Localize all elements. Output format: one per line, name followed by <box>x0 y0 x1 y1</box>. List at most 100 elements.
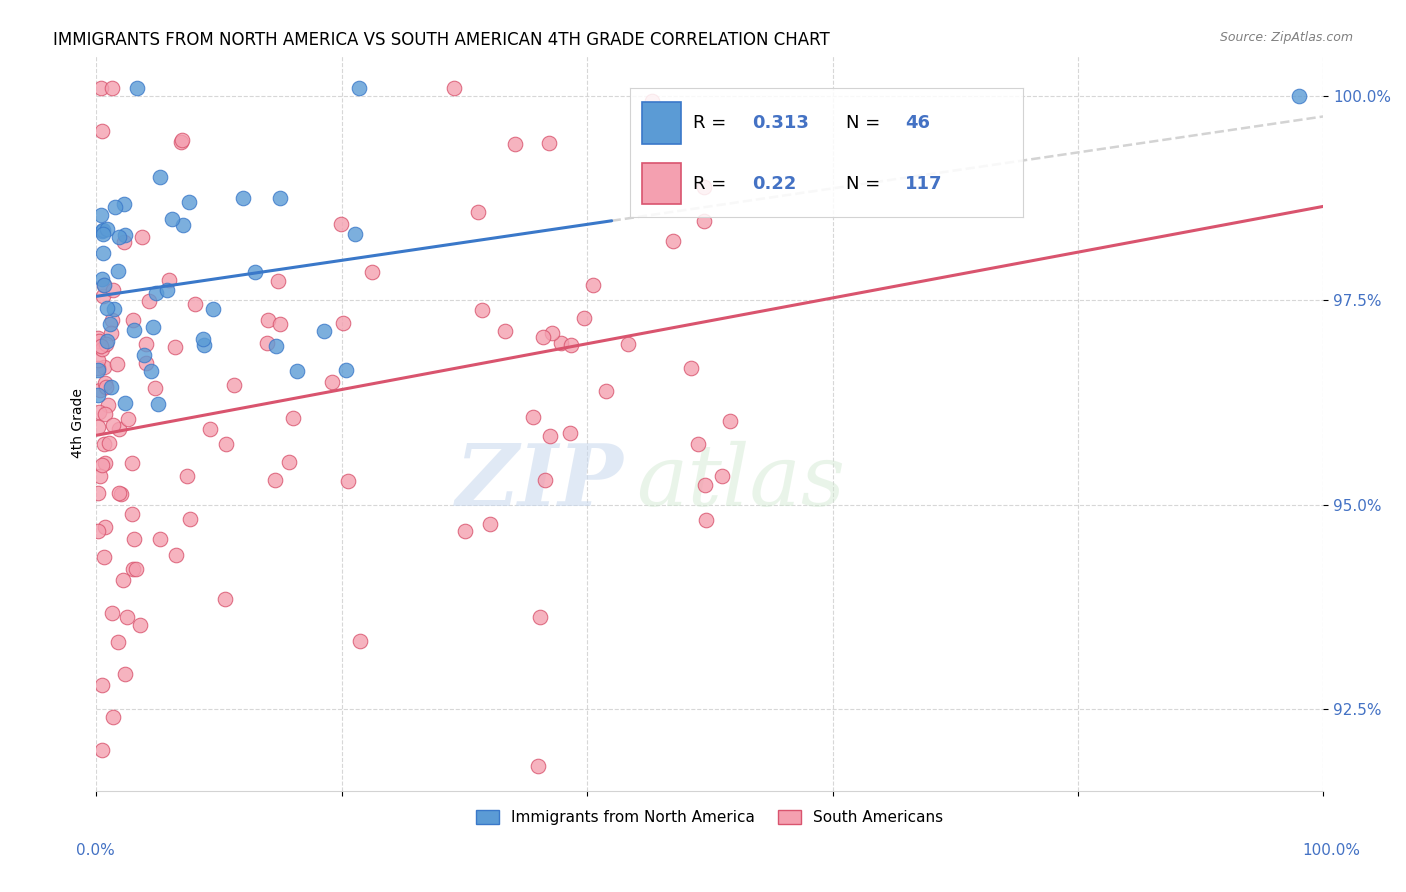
Point <box>94 456 117 470</box>
Point <box>87 334 110 349</box>
Point <box>572 311 595 326</box>
Point <box>191 332 214 346</box>
Point <box>257 313 280 327</box>
Point <box>121 313 143 327</box>
Point <box>100 606 122 620</box>
Point <box>1288 89 1310 103</box>
Point <box>121 507 143 521</box>
Point <box>681 361 703 376</box>
Point <box>94 407 117 421</box>
Point <box>107 264 129 278</box>
Point <box>312 324 335 338</box>
Point <box>256 336 278 351</box>
Point <box>89 469 111 483</box>
Point <box>90 208 112 222</box>
Point <box>529 610 551 624</box>
Point <box>454 524 477 539</box>
Point <box>103 301 125 316</box>
Point <box>641 94 664 108</box>
Point <box>97 435 120 450</box>
Point <box>90 338 112 352</box>
Point <box>343 227 366 241</box>
Point <box>142 320 165 334</box>
Point <box>112 573 135 587</box>
Point <box>91 227 114 241</box>
Point <box>141 364 163 378</box>
Point <box>349 634 371 648</box>
Point <box>695 513 717 527</box>
Point <box>560 426 582 441</box>
Point <box>132 349 155 363</box>
Point <box>91 223 114 237</box>
Point <box>321 375 343 389</box>
Point <box>537 136 560 151</box>
Point <box>100 326 122 341</box>
Point <box>538 429 561 443</box>
Point <box>522 410 544 425</box>
Point <box>114 667 136 681</box>
Point <box>527 759 550 773</box>
Point <box>86 388 108 402</box>
Point <box>107 422 129 436</box>
Point <box>91 342 114 356</box>
Point <box>94 376 117 391</box>
Point <box>86 360 108 375</box>
Point <box>170 133 193 147</box>
Point <box>93 437 115 451</box>
Point <box>105 357 128 371</box>
Point <box>269 317 291 331</box>
Point <box>135 356 157 370</box>
Point <box>125 80 148 95</box>
Point <box>686 437 709 451</box>
Point <box>135 337 157 351</box>
Point <box>110 487 132 501</box>
Point <box>560 338 582 352</box>
Point <box>89 405 111 419</box>
Point <box>91 289 114 303</box>
Point <box>183 296 205 310</box>
Point <box>122 323 145 337</box>
Point <box>264 474 287 488</box>
Point <box>336 474 359 488</box>
Text: 100.0%: 100.0% <box>1302 843 1361 857</box>
Point <box>264 339 287 353</box>
Point <box>91 124 114 138</box>
Text: Source: ZipAtlas.com: Source: ZipAtlas.com <box>1219 31 1353 45</box>
Point <box>177 195 200 210</box>
Point <box>156 284 179 298</box>
Point <box>101 417 124 432</box>
Y-axis label: 4th Grade: 4th Grade <box>72 388 86 458</box>
Point <box>541 326 564 340</box>
Point <box>90 272 112 286</box>
Point <box>96 222 118 236</box>
Point <box>170 135 193 149</box>
Point <box>479 516 502 531</box>
Point <box>112 235 135 249</box>
Point <box>718 414 741 428</box>
Point <box>531 330 554 344</box>
Point <box>145 286 167 301</box>
Point <box>125 562 148 576</box>
Point <box>108 230 131 244</box>
Point <box>93 278 115 293</box>
Point <box>90 678 112 692</box>
Point <box>100 380 122 394</box>
Point <box>146 397 169 411</box>
Point <box>96 336 118 351</box>
Point <box>165 548 187 562</box>
Point <box>277 454 299 468</box>
Point <box>138 293 160 308</box>
Point <box>93 278 115 293</box>
Point <box>200 422 222 436</box>
Point <box>503 136 526 151</box>
Point <box>693 179 716 194</box>
Point <box>224 378 246 392</box>
Point <box>617 337 640 351</box>
Point <box>157 273 180 287</box>
Point <box>361 265 384 279</box>
Point <box>98 318 121 332</box>
Point <box>101 313 124 327</box>
Text: atlas: atlas <box>636 441 845 524</box>
Point <box>107 635 129 649</box>
Point <box>112 197 135 211</box>
